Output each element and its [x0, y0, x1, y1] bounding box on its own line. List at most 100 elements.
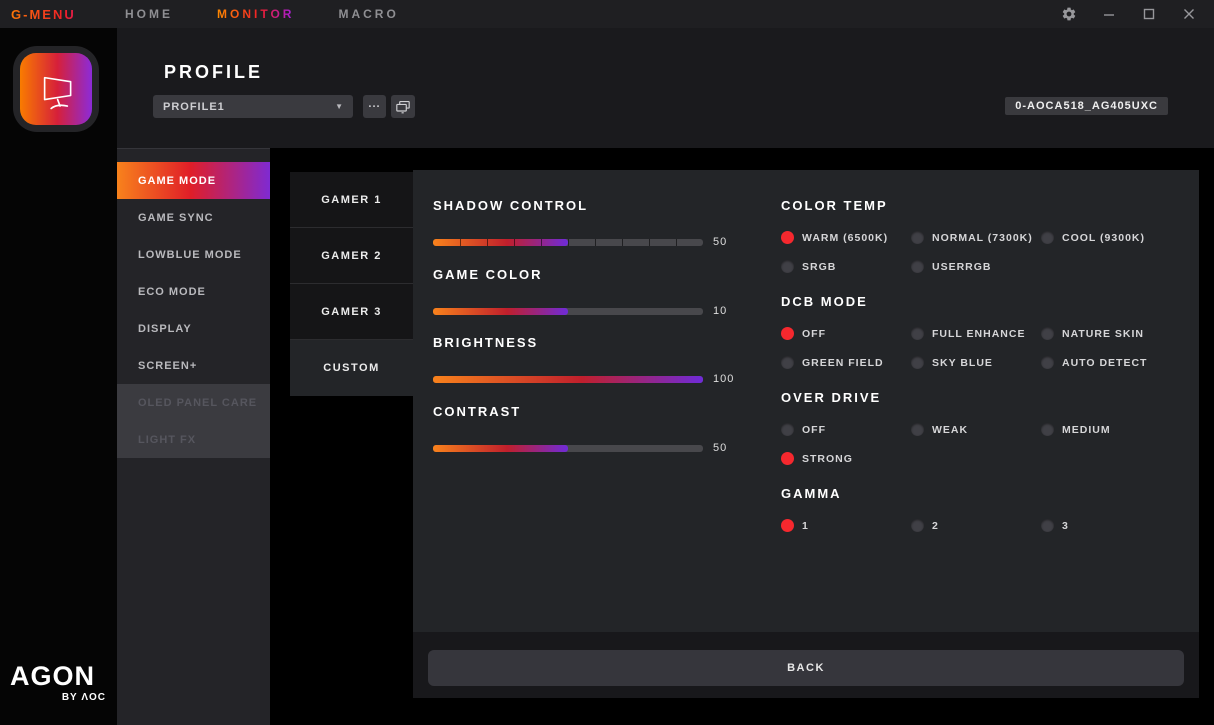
sidebar-item-display[interactable]: DISPLAY — [117, 310, 270, 347]
header: PROFILE PROFILE1 ▼ ... 0-AOCA518_AG405UX… — [117, 28, 1214, 148]
agon-logo: AGON BY ΛOC — [10, 663, 106, 704]
left-rail: AGON BY ΛOC — [0, 28, 117, 725]
radio-group-title: COLOR TEMP — [781, 198, 888, 213]
sidebar-item-oled-panel-care: OLED PANEL CARE — [117, 384, 270, 421]
tab-gamer-2[interactable]: GAMER 2 — [290, 228, 413, 284]
slider-track[interactable] — [433, 444, 703, 452]
slider-value: 50 — [713, 442, 728, 454]
radio-icon — [781, 231, 794, 244]
window-controls — [1060, 5, 1214, 23]
minimize-button[interactable] — [1100, 5, 1118, 23]
radio-gamma-2[interactable]: 2 — [911, 519, 1041, 532]
radio-over-drive-medium[interactable]: MEDIUM — [1041, 423, 1181, 436]
slider-label: CONTRAST — [433, 404, 522, 419]
copy-profile-button[interactable] — [391, 95, 415, 118]
nav-home[interactable]: HOME — [125, 7, 173, 21]
slider-tick — [460, 238, 461, 246]
radio-icon — [781, 519, 794, 532]
radio-label: 3 — [1062, 519, 1069, 532]
radio-icon — [781, 327, 794, 340]
nav-macro[interactable]: MACRO — [338, 7, 399, 21]
radio-label: OFF — [802, 423, 826, 436]
slider-tick — [487, 238, 488, 246]
profile-select-value: PROFILE1 — [163, 100, 225, 113]
radio-color-temp-warm-6500k[interactable]: WARM (6500K) — [781, 231, 911, 244]
slider-tick — [568, 238, 569, 246]
chevron-down-icon: ▼ — [335, 102, 343, 111]
radio-group-color-temp: COLOR TEMP WARM (6500K) NORMAL (7300K) C… — [781, 198, 1181, 273]
profile-select[interactable]: PROFILE1 ▼ — [153, 95, 353, 118]
radio-dcb-mode-auto-detect[interactable]: AUTO DETECT — [1041, 356, 1181, 369]
sidebar-item-eco-mode[interactable]: ECO MODE — [117, 273, 270, 310]
radio-gamma-1[interactable]: 1 — [781, 519, 911, 532]
radio-group-over-drive: OVER DRIVE OFF WEAK MEDIUM STRONG — [781, 390, 1181, 465]
sidebar-item-label: LOWBLUE MODE — [138, 248, 242, 261]
radio-over-drive-weak[interactable]: WEAK — [911, 423, 1041, 436]
tab-gamer-1[interactable]: GAMER 1 — [290, 172, 413, 228]
radio-label: STRONG — [802, 452, 853, 465]
sidebar-item-game-sync[interactable]: GAME SYNC — [117, 199, 270, 236]
radio-label: USERRGB — [932, 260, 992, 273]
radio-icon — [1041, 327, 1054, 340]
radio-icon — [911, 260, 924, 273]
sidebar-item-label: OLED PANEL CARE — [138, 396, 258, 409]
slider-tick — [595, 238, 596, 246]
monitor-icon — [20, 53, 92, 125]
radio-label: WARM (6500K) — [802, 231, 889, 244]
radio-color-temp-srgb[interactable]: SRGB — [781, 260, 911, 273]
radio-gamma-3[interactable]: 3 — [1041, 519, 1181, 532]
slider-tick — [541, 238, 542, 246]
radio-color-temp-userrgb[interactable]: USERRGB — [911, 260, 1041, 273]
radio-label: 1 — [802, 519, 809, 532]
slider-label: SHADOW CONTROL — [433, 198, 589, 213]
device-badge: 0-AOCA518_AG405UXC — [1005, 97, 1168, 115]
radio-icon — [911, 423, 924, 436]
slider-group-contrast: CONTRAST 50 — [433, 404, 763, 454]
slider-fill — [433, 444, 568, 452]
radio-label: GREEN FIELD — [802, 356, 884, 369]
sidebar-item-screen[interactable]: SCREEN+ — [117, 347, 270, 384]
sidebar: GAME MODE GAME SYNC LOWBLUE MODE ECO MODE DI… — [117, 148, 270, 725]
radio-color-temp-cool-9300k[interactable]: COOL (9300K) — [1041, 231, 1181, 244]
back-button[interactable]: BACK — [428, 650, 1184, 686]
slider-track[interactable] — [433, 375, 703, 383]
slider-fill — [433, 375, 703, 383]
radio-icon — [911, 356, 924, 369]
more-options-button[interactable]: ... — [363, 95, 386, 118]
radio-label: NATURE SKIN — [1062, 327, 1144, 340]
slider-track[interactable] — [433, 307, 703, 315]
radio-dcb-mode-full-enhance[interactable]: FULL ENHANCE — [911, 327, 1041, 340]
radio-dcb-mode-sky-blue[interactable]: SKY BLUE — [911, 356, 1041, 369]
slider-track[interactable] — [433, 238, 703, 246]
tab-gamer-3[interactable]: GAMER 3 — [290, 284, 413, 340]
close-button[interactable] — [1180, 5, 1198, 23]
tab-custom[interactable]: CUSTOM — [290, 340, 413, 396]
nav-monitor[interactable]: MONITOR — [217, 7, 295, 21]
slider-tick — [676, 238, 677, 246]
settings-gear-icon[interactable] — [1060, 5, 1078, 23]
radio-dcb-mode-nature-skin[interactable]: NATURE SKIN — [1041, 327, 1181, 340]
sidebar-item-label: GAME MODE — [138, 174, 217, 187]
slider-value: 50 — [713, 236, 728, 248]
radio-color-temp-normal-7300k[interactable]: NORMAL (7300K) — [911, 231, 1041, 244]
slider-label: BRIGHTNESS — [433, 335, 539, 350]
sidebar-item-lowblue-mode[interactable]: LOWBLUE MODE — [117, 236, 270, 273]
game-mode-panel: SHADOW CONTROL 50 GAME COLOR 10 BRIGHTNE… — [413, 170, 1199, 632]
sidebar-item-game-mode[interactable]: GAME MODE — [117, 162, 270, 199]
slider-tick — [649, 238, 650, 246]
footer-bar: BACK — [413, 632, 1199, 698]
slider-group-brightness: BRIGHTNESS 100 — [433, 335, 763, 385]
radio-over-drive-strong[interactable]: STRONG — [781, 452, 911, 465]
radio-icon — [1041, 356, 1054, 369]
radio-label: AUTO DETECT — [1062, 356, 1148, 369]
sidebar-item-label: GAME SYNC — [138, 211, 214, 224]
radio-over-drive-off[interactable]: OFF — [781, 423, 911, 436]
radio-group-dcb-mode: DCB MODE OFF FULL ENHANCE NATURE SKIN GR… — [781, 294, 1181, 369]
radio-dcb-mode-off[interactable]: OFF — [781, 327, 911, 340]
title-bar: G-MENU HOME MONITOR MACRO — [0, 0, 1214, 28]
radio-dcb-mode-green-field[interactable]: GREEN FIELD — [781, 356, 911, 369]
sidebar-item-label: LIGHT FX — [138, 433, 197, 446]
tab-label: GAMER 2 — [321, 249, 382, 262]
sidebar-item-light-fx: LIGHT FX — [117, 421, 270, 458]
maximize-button[interactable] — [1140, 5, 1158, 23]
